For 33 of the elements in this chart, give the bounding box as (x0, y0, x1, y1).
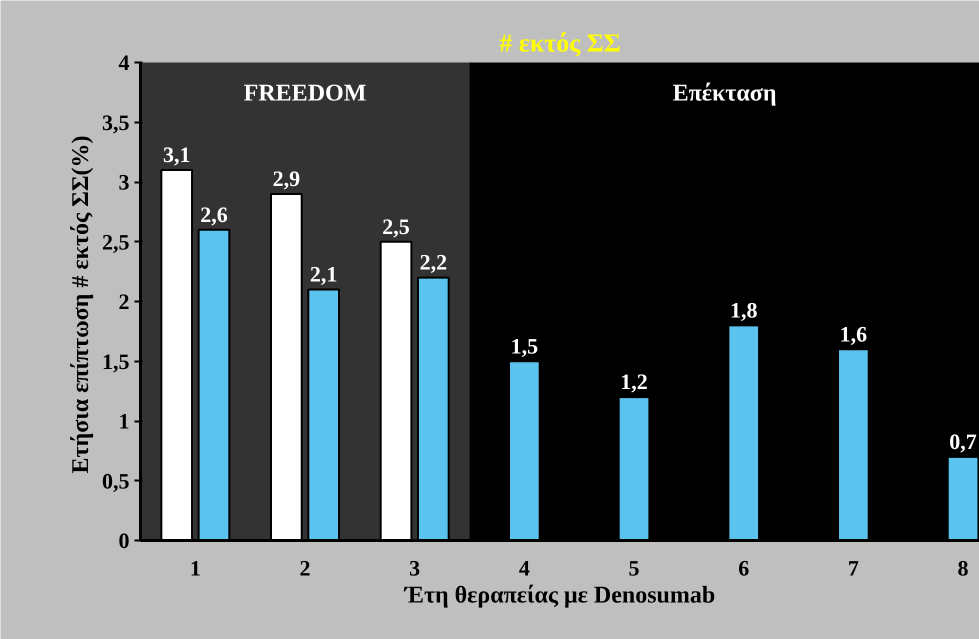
y-tick-label: 1 (118, 408, 130, 434)
x-tick-label: 3 (409, 556, 420, 580)
y-axis-title: Ετήσια επίπτωση # εκτός ΣΣ(%) (68, 135, 94, 474)
data-label: 2,1 (310, 262, 338, 287)
y-tick-label: 2 (118, 289, 130, 314)
x-tick-label: 7 (848, 556, 859, 580)
data-label: 3,1 (162, 142, 190, 168)
y-tick-label: 3,5 (102, 110, 130, 135)
chart-title: # εκτός ΣΣ (499, 28, 621, 58)
y-tick-label: 3 (118, 170, 130, 194)
data-label: 1,6 (840, 321, 868, 346)
x-axis-title: Έτη θεραπείας με Denosumab (404, 582, 716, 608)
y-tick-label: 0 (118, 528, 130, 553)
data-label: 1,2 (620, 369, 648, 394)
y-tick-label: 4 (118, 50, 130, 75)
data-label: 2,9 (272, 166, 300, 191)
data-label: 2,2 (420, 250, 448, 275)
data-label: 2,6 (200, 202, 228, 227)
x-tick-label: 4 (518, 556, 530, 580)
band-label: FREEDOM (244, 80, 366, 106)
y-tick-label: 1,5 (102, 348, 130, 374)
y-tick-label: 0,5 (102, 468, 130, 494)
x-tick-label: 6 (738, 556, 750, 580)
x-tick-label: 1 (190, 556, 201, 580)
data-label: 2,5 (382, 214, 410, 239)
data-label: 0,7 (949, 428, 977, 454)
data-label: 1,5 (510, 333, 538, 358)
x-tick-label: 8 (958, 556, 969, 580)
data-label: 1,8 (730, 297, 758, 322)
x-tick-label: 2 (300, 556, 311, 580)
band-label: Επέκταση (672, 80, 776, 106)
y-tick-label: 2,5 (102, 229, 130, 254)
x-tick-label: 5 (628, 556, 640, 580)
